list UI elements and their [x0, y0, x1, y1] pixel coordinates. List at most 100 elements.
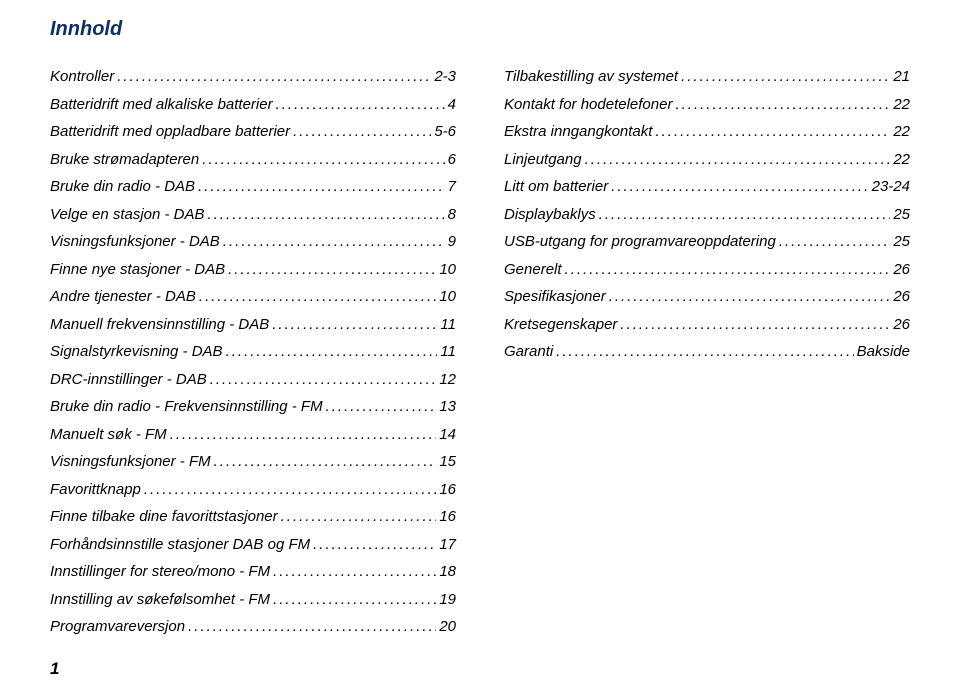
- toc-entry-page: 19: [439, 592, 456, 607]
- toc-leader-dots: [779, 234, 890, 249]
- toc-entry-page: Bakside: [857, 344, 910, 359]
- toc-entry: DRC-innstillinger - DAB 12: [50, 372, 456, 387]
- toc-entry: Finne nye stasjoner - DAB 10: [50, 262, 456, 277]
- toc-leader-dots: [208, 207, 445, 222]
- toc-entry-label: Tilbakestilling av systemet: [504, 69, 678, 84]
- toc-entry: Bruke din radio - Frekvensinnstilling - …: [50, 399, 456, 414]
- toc-entry-label: Favorittknapp: [50, 482, 141, 497]
- toc-entry-label: Bruke strømadapteren: [50, 152, 199, 167]
- toc-entry: Spesifikasjoner 26: [504, 289, 910, 304]
- toc-entry: Kretsegenskaper26: [504, 317, 910, 332]
- toc-leader-dots: [681, 69, 890, 84]
- toc-leader-dots: [599, 207, 891, 222]
- toc-entry-label: Visningsfunksjoner - FM: [50, 454, 211, 469]
- toc-entry-label: DRC-innstillinger - DAB: [50, 372, 207, 387]
- toc-entry: Velge en stasjon - DAB 8: [50, 207, 456, 222]
- toc-entry: Forhåndsinnstille stasjoner DAB og FM 17: [50, 537, 456, 552]
- toc-entry: Favorittknapp 16: [50, 482, 456, 497]
- toc-leader-dots: [273, 592, 436, 607]
- toc-entry: Tilbakestilling av systemet 21: [504, 69, 910, 84]
- toc-entry-page: 26: [893, 289, 910, 304]
- toc-entry: Andre tjenester - DAB10: [50, 289, 456, 304]
- toc-entry-page: 11: [440, 317, 456, 332]
- toc-entry-page: 17: [439, 537, 456, 552]
- toc-entry: USB-utgang for programvareoppdatering25: [504, 234, 910, 249]
- toc-entry: GarantiBakside: [504, 344, 910, 359]
- toc-entry-label: Manuell frekvensinnstilling - DAB: [50, 317, 269, 332]
- toc-entry-page: 2-3: [434, 69, 456, 84]
- toc-leader-dots: [228, 262, 436, 277]
- toc-entry-label: Batteridrift med oppladbare batterier: [50, 124, 290, 139]
- toc-entry-page: 22: [893, 152, 910, 167]
- toc-entry: Bruke strømadapteren 6: [50, 152, 456, 167]
- toc-entry-label: Visningsfunksjoner - DAB: [50, 234, 220, 249]
- toc-entry: Generelt 26: [504, 262, 910, 277]
- toc-entry-page: 4: [448, 97, 456, 112]
- toc-entry-label: Displaybaklys: [504, 207, 596, 222]
- toc-entry: Litt om batterier23-24: [504, 179, 910, 194]
- toc-leader-dots: [226, 344, 438, 359]
- toc-entry-label: Linjeutgang: [504, 152, 582, 167]
- toc-leader-dots: [214, 454, 437, 469]
- toc-entry-label: USB-utgang for programvareoppdatering: [504, 234, 776, 249]
- toc-leader-dots: [273, 564, 436, 579]
- toc-entry-page: 26: [893, 262, 910, 277]
- toc-leader-dots: [272, 317, 437, 332]
- toc-leader-dots: [675, 97, 890, 112]
- toc-entry: Innstilling av søkefølsomhet - FM 19: [50, 592, 456, 607]
- toc-entry-label: Programvareversjon: [50, 619, 185, 634]
- toc-entry: Batteridrift med alkaliske batterier 4: [50, 97, 456, 112]
- toc-right-column: Tilbakestilling av systemet 21 Kontakt for…: [504, 69, 910, 647]
- toc-entry-page: 6: [448, 152, 456, 167]
- toc-entry-page: 21: [893, 69, 910, 84]
- toc-leader-dots: [223, 234, 445, 249]
- toc-leader-dots: [620, 317, 890, 332]
- toc-entry: Bruke din radio - DAB7: [50, 179, 456, 194]
- toc-entry-page: 16: [439, 482, 456, 497]
- toc-entry-page: 25: [893, 207, 910, 222]
- toc-entry-label: Signalstyrkevisning - DAB: [50, 344, 223, 359]
- toc-entry-page: 13: [439, 399, 456, 414]
- toc-entry-label: Velge en stasjon - DAB: [50, 207, 205, 222]
- toc-entry-page: 9: [448, 234, 456, 249]
- toc-entry: Manuelt søk - FM 14: [50, 427, 456, 442]
- toc-leader-dots: [565, 262, 891, 277]
- toc-entry-page: 11: [440, 344, 456, 359]
- toc-entry-label: Innstilling av søkefølsomhet - FM: [50, 592, 270, 607]
- page-number: 1: [50, 659, 59, 679]
- toc-entry: Visningsfunksjoner - DAB 9: [50, 234, 456, 249]
- toc-left-column: Kontroller 2-3 Batteridrift med alkaliske …: [50, 69, 456, 647]
- toc-entry: Ekstra inngangkontakt22: [504, 124, 910, 139]
- toc-entry: Batteridrift med oppladbare batterier5-6: [50, 124, 456, 139]
- toc-entry-page: 12: [439, 372, 456, 387]
- toc-entry-page: 10: [439, 262, 456, 277]
- toc-entry-label: Kontroller: [50, 69, 114, 84]
- toc-entry-page: 20: [439, 619, 456, 634]
- toc-entry-page: 10: [439, 289, 456, 304]
- toc-leader-dots: [609, 289, 891, 304]
- toc-entry-label: Litt om batterier: [504, 179, 608, 194]
- toc-entry-label: Manuelt søk - FM: [50, 427, 167, 442]
- toc-entry-page: 22: [893, 97, 910, 112]
- toc-entry: Displaybaklys 25: [504, 207, 910, 222]
- toc-leader-dots: [202, 152, 444, 167]
- toc-entry-page: 14: [439, 427, 456, 442]
- toc-entry-label: Kontakt for hodetelefoner: [504, 97, 672, 112]
- toc-entry: Linjeutgang 22: [504, 152, 910, 167]
- toc-entry-label: Finne nye stasjoner - DAB: [50, 262, 225, 277]
- toc-entry-label: Finne tilbake dine favorittstasjoner: [50, 509, 278, 524]
- toc-entry-label: Batteridrift med alkaliske batterier: [50, 97, 273, 112]
- toc-entry-label: Forhåndsinnstille stasjoner DAB og FM: [50, 537, 310, 552]
- toc-entry-page: 18: [439, 564, 456, 579]
- toc-entry-label: Spesifikasjoner: [504, 289, 606, 304]
- toc-leader-dots: [198, 179, 445, 194]
- toc-leader-dots: [276, 97, 445, 112]
- toc-leader-dots: [585, 152, 891, 167]
- toc-leader-dots: [313, 537, 436, 552]
- page-title: Innhold: [50, 18, 910, 41]
- toc-entry-page: 15: [439, 454, 456, 469]
- toc-leader-dots: [655, 124, 890, 139]
- toc-entry-page: 8: [448, 207, 456, 222]
- toc-entry-label: Generelt: [504, 262, 562, 277]
- toc-leader-dots: [611, 179, 868, 194]
